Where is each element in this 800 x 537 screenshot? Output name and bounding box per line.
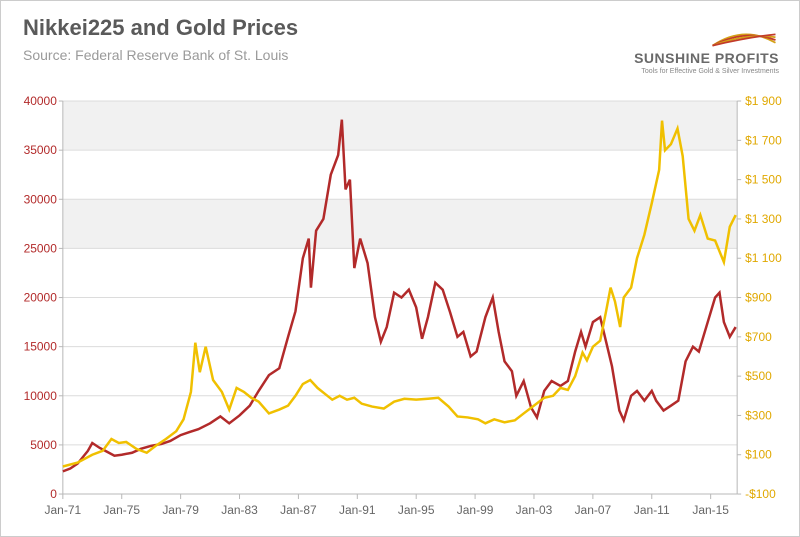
chart-source: Source: Federal Reserve Bank of St. Loui… — [23, 47, 298, 63]
y-left-tick-label: 20000 — [24, 291, 58, 305]
y-left-tick-label: 10000 — [24, 389, 58, 403]
y-left-tick-label: 0 — [50, 487, 57, 501]
x-tick-label: Jan-71 — [45, 503, 82, 517]
line-chart-svg: 0 5000 10000 15000 20000 25000 30000 35000 40000… — [1, 87, 799, 536]
y-right-tick-label: $1 700 — [745, 133, 782, 147]
y-right-tick-label: $100 — [745, 448, 772, 462]
y-right-tick-label: $1 900 — [745, 94, 782, 108]
x-tick-label: Jan-95 — [398, 503, 435, 517]
grid-band — [63, 199, 737, 248]
y-left-tick-label: 30000 — [24, 192, 58, 206]
x-tick-label: Jan-15 — [692, 503, 729, 517]
y-left-tick-label: 15000 — [24, 340, 58, 354]
brand-logo: SUNSHINE PROFITS Tools for Effective Gol… — [634, 15, 779, 75]
x-tick-label: Jan-07 — [575, 503, 612, 517]
chart-header: Nikkei225 and Gold Prices Source: Federa… — [1, 1, 799, 79]
y-left-tick-label: 40000 — [24, 94, 58, 108]
y-left-tick-label: 25000 — [24, 241, 58, 255]
y-right-tick-label: $1 100 — [745, 251, 782, 265]
x-tick-label: Jan-03 — [516, 503, 553, 517]
brand-name: SUNSHINE PROFITS — [634, 50, 779, 66]
title-block: Nikkei225 and Gold Prices Source: Federa… — [23, 15, 298, 63]
x-tick-label: Jan-87 — [280, 503, 317, 517]
x-tick-label: Jan-91 — [339, 503, 376, 517]
y-right-tick-label: $300 — [745, 408, 772, 422]
x-tick-label: Jan-79 — [162, 503, 199, 517]
grid-band — [63, 101, 737, 150]
y-left-tick-label: 35000 — [24, 143, 58, 157]
y-right-tick-label: -$100 — [745, 487, 776, 501]
x-tick-label: Jan-75 — [103, 503, 140, 517]
x-tick-label: Jan-99 — [457, 503, 494, 517]
y-left-tick-label: 5000 — [30, 438, 57, 452]
y-right-tick-label: $700 — [745, 330, 772, 344]
brand-tagline: Tools for Effective Gold & Silver Invest… — [634, 68, 779, 75]
chart-title: Nikkei225 and Gold Prices — [23, 15, 298, 41]
y-right-tick-label: $1 500 — [745, 173, 782, 187]
x-tick-label: Jan-11 — [634, 503, 670, 517]
y-right-tick-label: $500 — [745, 369, 772, 383]
sunshine-rays-icon — [709, 19, 779, 47]
chart-area: 0 5000 10000 15000 20000 25000 30000 35000 40000… — [1, 87, 799, 536]
y-right-tick-label: $1 300 — [745, 212, 782, 226]
x-tick-label: Jan-83 — [221, 503, 258, 517]
y-right-tick-label: $900 — [745, 291, 772, 305]
